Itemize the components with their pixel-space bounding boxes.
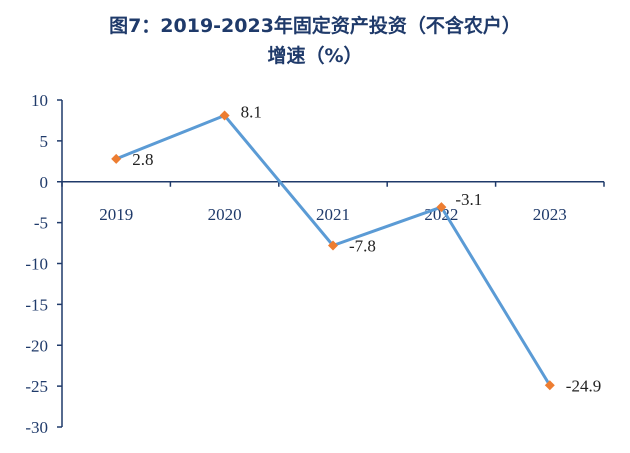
data-point-marker xyxy=(111,153,122,164)
data-label: -3.1 xyxy=(455,190,482,209)
data-label: 8.1 xyxy=(241,103,262,122)
data-point-marker xyxy=(219,110,230,121)
y-tick-label: 0 xyxy=(40,173,49,192)
y-tick-label: 5 xyxy=(40,132,49,151)
y-tick-label: -25 xyxy=(25,377,48,396)
x-tick-label: 2020 xyxy=(208,205,242,224)
data-point-marker xyxy=(544,380,555,391)
x-tick-label: 2021 xyxy=(316,205,350,224)
data-label: -24.9 xyxy=(566,376,601,395)
data-point-marker xyxy=(436,202,447,213)
y-tick-label: 10 xyxy=(31,91,48,110)
data-label: -7.8 xyxy=(349,237,376,256)
y-tick-label: -30 xyxy=(25,418,48,437)
x-tick-label: 2023 xyxy=(533,205,567,224)
data-label: 2.8 xyxy=(132,150,153,169)
chart-title-line2: 增速（%） xyxy=(267,45,363,67)
y-tick-label: -10 xyxy=(25,255,48,274)
data-point-marker xyxy=(328,240,338,251)
y-tick-label: -5 xyxy=(34,214,48,233)
chart-title-line1: 图7：2019-2023年固定资产投资（不含农户） xyxy=(109,15,521,37)
x-tick-label: 2019 xyxy=(99,205,133,224)
y-tick-label: -15 xyxy=(25,295,48,314)
y-tick-label: -20 xyxy=(25,336,48,355)
